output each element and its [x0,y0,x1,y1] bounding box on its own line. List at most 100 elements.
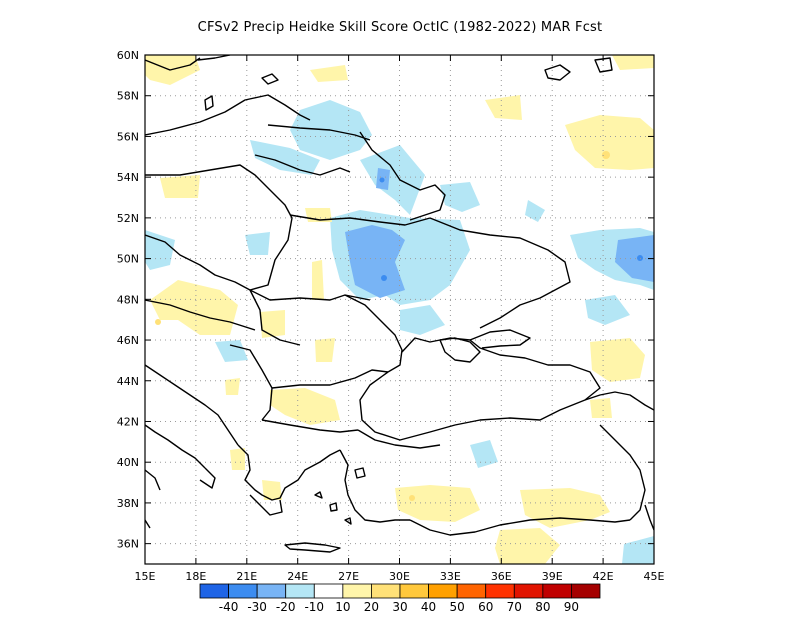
shade-negative-light [585,295,630,325]
estonia-latvia-border [267,124,371,141]
colorbar-swatch [428,583,458,599]
turkey-west-coast [339,449,410,523]
y-tick-label: 44N [117,375,139,388]
crimea [439,337,481,363]
y-tick-label: 48N [117,293,139,306]
aegean-island [314,491,323,499]
aegean-island [329,502,338,512]
x-tick-label: 15E [135,570,156,583]
y-tick-label: 46N [117,334,139,347]
y-axis: 36N 38N 40N 42N 44N 46N 48N 50N 52N 54N 56N 58N 60N [117,49,654,551]
shade-positive-light [485,95,522,120]
x-tick-label: 27E [338,570,359,583]
caspian-edge [644,504,654,531]
sardinia-east [145,519,151,529]
x-tick-label: 45E [644,570,665,583]
x-tick-label: 39E [542,570,563,583]
shade-positive-light [612,55,654,70]
colorbar-swatch [456,583,487,599]
x-tick-label: 33E [440,570,461,583]
x-tick-label: 42E [593,570,614,583]
x-tick-label: 30E [389,570,410,583]
y-tick-label: 38N [117,497,139,510]
colorbar-label: 30 [392,600,407,614]
gotland-island [204,95,214,111]
y-tick-label: 60N [117,49,139,62]
shade-positive-mid [602,151,610,159]
colorbar-swatch [256,583,287,599]
x-tick-label: 18E [185,570,206,583]
poland-border [145,164,293,291]
shade-positive-light [225,378,240,395]
hungary-romania-border [249,289,301,346]
colorbar-swatch [313,583,344,599]
colorbar-label: -40 [219,600,239,614]
lesbos-island [354,467,366,479]
colorbar-label: -10 [304,600,324,614]
colorbar-label: 60 [478,600,493,614]
y-tick-label: 50N [117,253,139,266]
shade-negative-strong [379,177,385,183]
saaremaa-island [261,73,279,85]
shade-positive-light [150,280,238,335]
y-tick-label: 42N [117,415,139,428]
shade-negative-light [400,305,445,335]
sicily-coast [145,469,161,491]
shade-negative-mid [345,225,405,298]
shade-negative-strong [637,255,643,261]
italy-east-coast [145,424,206,469]
colorbar-label: 20 [364,600,379,614]
colorbar-swatch [228,583,258,599]
colorbar-swatch [399,583,429,599]
shade-positive-light [160,175,200,198]
shade-negative-light [440,182,480,212]
germany-czech-border [145,234,251,291]
belarus-ukraine-border [289,214,431,226]
lake-onega [594,57,613,73]
shade-negative-light [145,230,175,270]
y-tick-label: 58N [117,90,139,103]
caucasus-border [584,391,654,411]
russia-belarus-border [359,131,446,221]
shade-positive-light [495,528,560,564]
gulf-finland-coast [197,55,231,61]
shade-negative-strong [381,275,387,281]
shade-positive-light [315,338,335,362]
y-tick-label: 54N [117,171,139,184]
colorbar: -40 -30 -20 -10 10 20 30 40 50 60 70 80 90 [199,583,601,614]
shade-positive-mid [409,495,415,501]
shade-positive-light [565,115,654,170]
shade-negative-light [525,200,545,222]
shade-positive-mid [155,319,161,325]
colorbar-label: 70 [507,600,522,614]
shade-positive-light [310,65,348,82]
colorbar-label: 40 [421,600,436,614]
turkey-south-coast [409,517,631,536]
shade-positive-light [262,480,282,500]
ukraine-east-border [429,217,571,329]
shade-negative-light [245,232,270,255]
greece-peloponnese [249,494,283,516]
romania-moldova-border [344,294,403,373]
shade-positive-light [590,398,612,418]
azov-sea-coast [469,329,531,349]
coastline-border-layer [145,55,654,553]
shade-positive-light [230,448,245,470]
black-sea-coast [359,337,601,441]
colorbar-label: 90 [564,600,579,614]
croatia-coast [145,364,239,446]
colorbar-swatch [199,583,229,599]
baltic-coast [145,94,311,136]
shade-negative-light [360,145,425,215]
chart-title: CFSv2 Precip Heidke Skill Score OctIC (1… [197,20,603,35]
shade-negative-light [470,440,498,468]
turkey-north-coast [357,429,441,449]
y-tick-label: 40N [117,456,139,469]
shade-positive-light [395,485,480,522]
colorbar-swatch [371,583,401,599]
colorbar-swatch [513,583,544,599]
lithuania-border [254,154,351,176]
austria-slovenia-border [145,299,256,331]
shade-positive-light [312,260,324,300]
